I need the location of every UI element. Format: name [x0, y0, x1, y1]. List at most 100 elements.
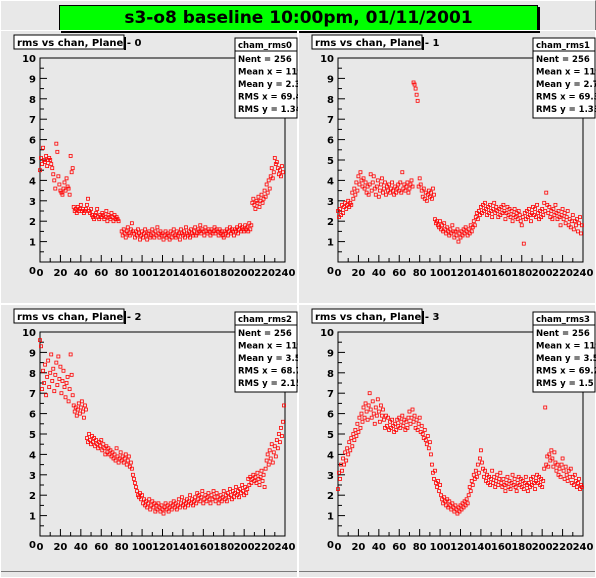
data-point — [499, 481, 504, 485]
data-point — [264, 458, 269, 463]
data-point — [569, 481, 574, 485]
y-tick-label: 4 — [29, 450, 36, 461]
x-tick-label: 220 — [254, 268, 275, 279]
data-point — [448, 227, 453, 232]
data-point — [567, 217, 572, 222]
data-point — [544, 190, 549, 195]
data-point — [409, 178, 414, 183]
data-point — [554, 211, 559, 215]
stats-row: Mean y = 3.51 — [238, 354, 298, 364]
data-point — [418, 430, 423, 434]
x-tick-label: 180 — [213, 268, 234, 279]
data-point — [471, 219, 476, 224]
data-point — [389, 425, 393, 430]
data-point — [400, 413, 405, 418]
data-point — [175, 503, 180, 508]
data-point — [515, 217, 520, 222]
stats-row: Nent = 256 — [536, 329, 590, 339]
data-point — [534, 479, 538, 483]
data-point — [55, 149, 60, 154]
y-tick-label: 6 — [29, 410, 36, 421]
data-point — [246, 476, 251, 481]
data-point — [203, 493, 208, 498]
x-tick-label: 160 — [193, 268, 214, 279]
data-point — [112, 452, 117, 457]
data-point — [281, 170, 285, 175]
data-point — [106, 446, 111, 451]
data-point — [344, 458, 349, 463]
data-point — [81, 415, 86, 420]
data-point — [428, 190, 433, 195]
data-point — [55, 383, 60, 387]
data-point — [191, 233, 196, 238]
data-point — [401, 423, 406, 428]
data-point — [214, 227, 219, 232]
data-point — [83, 403, 87, 408]
data-point — [56, 354, 61, 359]
data-point — [558, 223, 563, 228]
data-point — [393, 421, 398, 426]
stats-name: cham_rms1 — [536, 41, 590, 51]
data-point — [152, 501, 157, 506]
data-point — [205, 495, 210, 500]
data-point — [577, 221, 581, 226]
data-point — [423, 438, 428, 443]
data-point — [574, 485, 579, 489]
data-point — [201, 229, 206, 234]
data-point — [552, 450, 557, 455]
data-point — [451, 505, 456, 510]
data-point — [280, 164, 284, 169]
data-point — [493, 485, 498, 489]
data-point — [388, 419, 392, 424]
data-point — [188, 493, 192, 498]
data-point — [351, 432, 356, 436]
data-point — [370, 399, 375, 404]
data-point — [578, 215, 582, 220]
data-point — [206, 227, 211, 232]
data-point — [138, 237, 142, 242]
data-point — [149, 503, 154, 508]
data-point — [132, 231, 136, 236]
data-point — [502, 209, 507, 213]
stats-row: Mean x = 119.5 — [238, 342, 298, 352]
data-point — [423, 190, 428, 195]
data-point — [44, 393, 49, 398]
data-point — [60, 379, 65, 383]
data-point — [203, 225, 208, 230]
data-point — [148, 507, 153, 512]
data-point — [211, 229, 216, 234]
data-point — [572, 219, 577, 224]
data-point — [446, 505, 451, 510]
stats-row: Mean y = 2.794 — [536, 80, 596, 90]
stats-name: cham_rms2 — [238, 315, 292, 325]
data-point — [271, 170, 276, 175]
data-point — [542, 200, 547, 205]
data-point — [110, 450, 115, 455]
data-point — [476, 209, 481, 213]
data-point — [79, 209, 84, 213]
data-point — [139, 497, 143, 502]
data-point — [406, 190, 411, 195]
data-point — [254, 481, 259, 485]
data-point — [449, 507, 454, 512]
data-point — [410, 407, 415, 412]
data-point — [130, 229, 135, 234]
data-point — [243, 223, 248, 228]
data-point — [549, 448, 554, 453]
y-tick-label: 9 — [327, 348, 334, 359]
data-point — [58, 188, 63, 193]
data-point — [151, 231, 156, 236]
data-point — [411, 419, 416, 424]
y-tick-label: 1 — [327, 238, 334, 249]
data-point — [540, 485, 545, 489]
x-tick-label: 240 — [573, 268, 594, 279]
chart-pad-plane-0: 0 20 40 60 80 100 120 140 160 180 200 220 240 1 2 3 4 5 6 7… — [0, 30, 298, 304]
data-point — [230, 227, 234, 232]
data-point — [498, 213, 503, 217]
data-point — [397, 415, 402, 420]
data-point — [440, 497, 445, 502]
data-point — [179, 231, 184, 236]
data-point — [113, 458, 118, 463]
data-point — [531, 205, 535, 209]
data-point — [553, 202, 558, 207]
